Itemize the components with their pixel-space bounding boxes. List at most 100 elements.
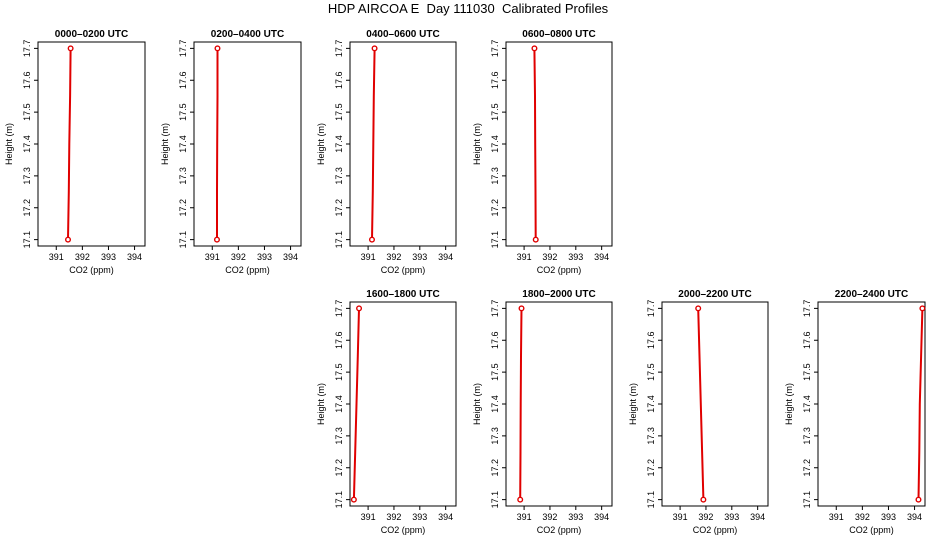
- x-tick-label: 392: [75, 252, 90, 262]
- x-tick-label: 391: [517, 512, 532, 522]
- y-tick-label: 17.4: [178, 135, 188, 153]
- y-tick-label: 17.4: [334, 135, 344, 153]
- profile-point: [67, 45, 74, 52]
- profile-point: [915, 496, 922, 503]
- x-tick-label: 393: [881, 512, 896, 522]
- x-axis-label: CO2 (ppm): [381, 265, 426, 275]
- panel-title: 0600–0800 UTC: [522, 29, 595, 40]
- profile-point: [371, 45, 378, 52]
- y-tick-label: 17.2: [490, 459, 500, 477]
- x-axis-label: CO2 (ppm): [381, 525, 426, 535]
- x-tick-label: 392: [698, 512, 713, 522]
- y-tick-label: 17.7: [334, 40, 344, 58]
- y-tick-label: 17.6: [22, 71, 32, 89]
- y-tick-label: 17.1: [22, 231, 32, 249]
- panel-3: 0600–0800 UTC 391 392 393 394 17.1 17.2 17.3 17.…: [472, 29, 613, 275]
- profile-point: [695, 305, 702, 312]
- y-axis-label: Height (m): [4, 123, 14, 165]
- x-axis-label: CO2 (ppm): [225, 265, 270, 275]
- y-tick-label: 17.7: [490, 300, 500, 318]
- y-axis-label: Height (m): [472, 123, 482, 165]
- y-tick-label: 17.6: [802, 331, 812, 349]
- panel-7: 2200–2400 UTC 391 392 393 394 17.1 17.2 17.3 17.…: [784, 289, 926, 535]
- y-tick-label: 17.7: [178, 40, 188, 58]
- profile-line: [519, 308, 523, 500]
- x-tick-label: 392: [231, 252, 246, 262]
- panel-0: 0000–0200 UTC 391 392 393 394 17.1 17.2 17.3 17.…: [4, 29, 146, 275]
- x-tick-label: 393: [568, 512, 583, 522]
- panel-4: 1600–1800 UTC 391 392 393 394 17.1 17.2 17.3 17.…: [316, 289, 457, 535]
- panel-title: 2200–2400 UTC: [835, 289, 908, 300]
- x-tick-label: 391: [517, 252, 532, 262]
- plot-frame: [505, 41, 613, 247]
- y-tick-label: 17.2: [178, 199, 188, 217]
- y-tick-label: 17.6: [178, 71, 188, 89]
- panel-title: 2000–2200 UTC: [678, 289, 751, 300]
- panel-title: 0200–0400 UTC: [211, 29, 284, 40]
- profile-line: [533, 48, 537, 240]
- x-tick-label: 393: [724, 512, 739, 522]
- x-axis-label: CO2 (ppm): [537, 265, 582, 275]
- profile-line: [371, 48, 376, 240]
- y-tick-label: 17.4: [490, 135, 500, 153]
- y-tick-label: 17.6: [334, 331, 344, 349]
- y-tick-label: 17.5: [646, 363, 656, 381]
- x-tick-label: 392: [855, 512, 870, 522]
- y-tick-label: 17.4: [802, 395, 812, 413]
- x-tick-label: 393: [568, 252, 583, 262]
- x-tick-label: 392: [386, 252, 401, 262]
- panel-6: 2000–2200 UTC 391 392 393 394 17.1 17.2 17.3 17.…: [628, 289, 769, 535]
- x-tick-label: 394: [907, 512, 922, 522]
- y-tick-label: 17.1: [490, 491, 500, 509]
- profile-point: [532, 236, 539, 243]
- x-tick-label: 393: [101, 252, 116, 262]
- y-axis-label: Height (m): [316, 123, 326, 165]
- y-tick-label: 17.1: [334, 491, 344, 509]
- panel-1: 0200–0400 UTC 391 392 393 394 17.1 17.2 17.3 17.…: [160, 29, 302, 275]
- x-axis-label: CO2 (ppm): [849, 525, 894, 535]
- profile-point: [214, 45, 221, 52]
- y-tick-label: 17.2: [646, 459, 656, 477]
- y-tick-label: 17.7: [334, 300, 344, 318]
- profile-line: [917, 308, 924, 500]
- y-tick-label: 17.6: [490, 331, 500, 349]
- x-tick-label: 391: [361, 512, 376, 522]
- y-tick-label: 17.6: [646, 331, 656, 349]
- profile-line: [216, 48, 219, 240]
- x-tick-label: 393: [412, 252, 427, 262]
- y-tick-label: 17.2: [490, 199, 500, 217]
- y-tick-label: 17.5: [490, 363, 500, 381]
- x-tick-label: 394: [594, 512, 609, 522]
- profile-line: [67, 48, 72, 240]
- y-tick-label: 17.1: [490, 231, 500, 249]
- y-tick-label: 17.4: [490, 395, 500, 413]
- y-axis-label: Height (m): [316, 383, 326, 425]
- profile-line: [697, 308, 705, 500]
- panel-title: 0400–0600 UTC: [366, 29, 439, 40]
- profile-point: [517, 496, 524, 503]
- profile-point: [65, 236, 72, 243]
- y-tick-label: 17.4: [646, 395, 656, 413]
- profile-point: [350, 496, 357, 503]
- x-tick-label: 393: [257, 252, 272, 262]
- x-tick-label: 392: [542, 252, 557, 262]
- y-tick-label: 17.5: [334, 103, 344, 121]
- profile-point: [368, 236, 375, 243]
- y-tick-label: 17.3: [178, 167, 188, 185]
- x-tick-label: 391: [673, 512, 688, 522]
- plot-frame: [349, 301, 457, 507]
- profile-point: [700, 496, 707, 503]
- y-tick-label: 17.3: [22, 167, 32, 185]
- y-tick-label: 17.5: [22, 103, 32, 121]
- y-tick-label: 17.7: [646, 300, 656, 318]
- y-tick-label: 17.3: [490, 427, 500, 445]
- x-axis-label: CO2 (ppm): [69, 265, 114, 275]
- y-tick-label: 17.3: [334, 427, 344, 445]
- x-tick-label: 392: [542, 512, 557, 522]
- panel-2: 0400–0600 UTC 391 392 393 394 17.1 17.2 17.3 17.…: [316, 29, 457, 275]
- y-tick-label: 17.1: [334, 231, 344, 249]
- x-tick-label: 394: [594, 252, 609, 262]
- x-tick-label: 394: [438, 512, 453, 522]
- y-tick-label: 17.5: [178, 103, 188, 121]
